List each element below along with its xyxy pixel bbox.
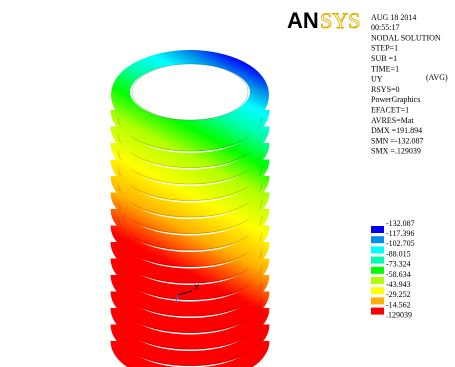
info-line: AUG 18 2014	[371, 13, 416, 22]
legend-label: -88.015	[386, 249, 411, 258]
info-line: AVRES=Mat	[371, 116, 414, 125]
info-line: SMN =-132.087	[371, 136, 424, 145]
info-line: SUB =1	[371, 54, 397, 63]
legend-swatch	[371, 297, 384, 304]
page: AN SYS (AVG) X AUG 18 201400:55:17NODAL …	[0, 0, 455, 367]
legend-label: -14.562	[386, 300, 411, 309]
triad-x: X	[194, 283, 200, 292]
info-line: UY	[371, 75, 383, 84]
spring-model	[118, 57, 262, 367]
legend-label: -102.705	[386, 239, 415, 248]
legend-label: .129039	[386, 311, 412, 320]
info-line: NODAL SOLUTION	[371, 33, 441, 42]
legend-label: -73.324	[386, 260, 411, 269]
legend-swatch	[371, 226, 384, 233]
avg-label: (AVG)	[426, 73, 448, 82]
info-line: TIME=1	[371, 64, 399, 73]
info-line: DMX =191.894	[371, 126, 422, 135]
info-line: 00:55:17	[371, 23, 399, 32]
legend-swatch	[371, 277, 384, 284]
legend-swatch	[371, 236, 384, 243]
legend-label: -43.943	[386, 280, 411, 289]
info-line: PowerGraphics	[371, 95, 420, 104]
legend-swatch	[371, 287, 384, 294]
info-line: RSYS=0	[371, 85, 400, 94]
legend-label: -29.252	[386, 290, 411, 299]
info-line: STEP=1	[371, 44, 398, 53]
logo-an: AN	[287, 8, 319, 33]
legend-label: -58.634	[386, 270, 411, 279]
legend-swatch	[371, 246, 384, 253]
legend-swatch	[371, 308, 384, 315]
legend-swatch	[371, 257, 384, 264]
info-line: EFACET=1	[371, 106, 409, 115]
logo-sys: SYS	[320, 8, 360, 33]
legend-label: -117.396	[386, 229, 414, 238]
info-line: SMX =.129039	[371, 147, 421, 156]
legend-label: -132.087	[386, 219, 415, 228]
legend-swatch	[371, 267, 384, 274]
ansys-view: AN SYS (AVG) X AUG 18 201400:55:17NODAL …	[0, 0, 455, 367]
